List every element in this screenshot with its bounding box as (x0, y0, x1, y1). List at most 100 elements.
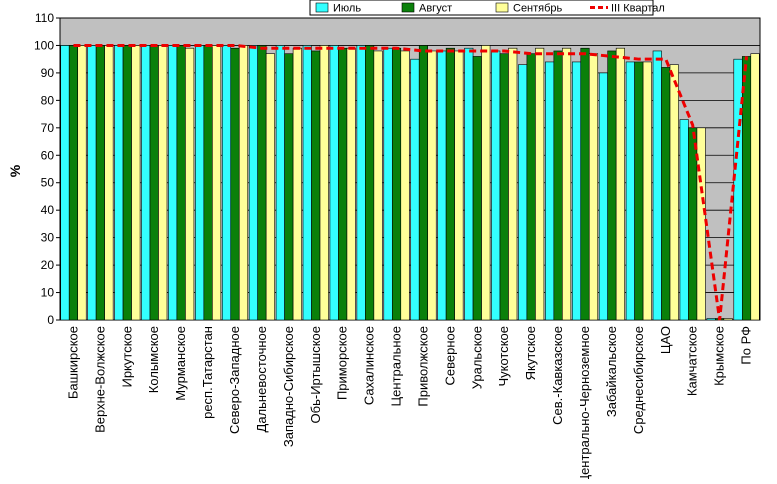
bar (104, 45, 114, 321)
y-tick-label: 70 (41, 121, 55, 135)
x-axis: Башкирское Верхне-Волжское Иркутское Колымс… (65, 326, 754, 484)
x-tick-label: Мурманское (173, 326, 188, 401)
x-tick-label: Среднесибирское (631, 326, 646, 434)
bar (149, 45, 159, 321)
bar (329, 45, 339, 321)
bar (195, 45, 205, 321)
bar (634, 61, 644, 321)
bar (176, 45, 186, 321)
x-tick-label: Колымское (146, 326, 161, 393)
bar (302, 45, 312, 321)
x-tick-label: Центральное (389, 326, 404, 406)
bar (238, 45, 249, 321)
legend-label: Сентябрь (513, 3, 563, 15)
bar (723, 318, 733, 321)
x-tick-label: Западно-Сибирское (281, 326, 296, 447)
bar (491, 50, 501, 321)
series-line (73, 43, 749, 321)
y-tick-label: 10 (41, 286, 55, 300)
bar (661, 67, 671, 321)
y-axis-label: % (7, 164, 23, 177)
bar (122, 45, 132, 321)
bar (669, 64, 679, 321)
x-tick-label: Забайкальское (604, 326, 619, 417)
bar (212, 45, 222, 321)
bar (365, 45, 375, 321)
bar (185, 47, 195, 321)
bar (168, 45, 178, 321)
bar (679, 119, 689, 321)
bar (741, 56, 752, 321)
x-tick-label: Чукотское (496, 326, 511, 387)
x-tick-label: ЦАО (658, 326, 673, 354)
bar (373, 50, 383, 321)
bar (311, 50, 321, 321)
bar (77, 45, 87, 321)
bar (535, 47, 545, 321)
bar (598, 72, 608, 321)
bar (95, 45, 105, 321)
y-tick-label: 30 (41, 231, 55, 245)
bar (275, 45, 285, 321)
x-tick-label: Обь-Иртышское (308, 326, 323, 423)
bar (141, 45, 151, 321)
x-tick-label: Якутское (523, 326, 538, 380)
bar (464, 47, 474, 321)
bar (580, 47, 590, 321)
bar (383, 47, 393, 321)
x-tick-label: Уральское (469, 326, 484, 389)
y-tick-label: 50 (41, 176, 55, 190)
y-tick-label: 110 (35, 11, 54, 25)
bar (203, 45, 213, 321)
bar (346, 47, 356, 321)
x-tick-label: Сев.-Кавказское (550, 326, 565, 425)
bar (410, 58, 420, 321)
y-tick-label: 0 (47, 313, 54, 327)
x-tick-label: Северное (442, 326, 457, 385)
bar (60, 45, 70, 321)
bar (472, 56, 482, 321)
x-tick-label: респ.Татарстан (200, 326, 215, 419)
bar (437, 50, 447, 321)
bar (230, 47, 240, 321)
bar (454, 50, 464, 321)
legend: Июль Август Сентябрь III Квартал (309, 0, 665, 16)
bar (391, 47, 402, 321)
bar (68, 45, 79, 321)
bar (526, 53, 536, 321)
x-tick-label: По РФ (739, 326, 754, 365)
x-tick-label: Иркутское (119, 326, 134, 388)
x-tick-label: Верхне-Волжское (92, 326, 107, 433)
bar (356, 45, 366, 321)
bar (257, 45, 267, 321)
bar (607, 50, 617, 321)
bar (615, 47, 625, 321)
bar (652, 50, 662, 321)
bar (248, 45, 258, 321)
quarter-line (73, 43, 749, 321)
bar (400, 50, 410, 321)
bar (87, 45, 97, 321)
bar (427, 50, 437, 321)
bar (445, 47, 455, 321)
y-axis: 0 10 20 30 40 50 60 70 80 90 100 110 (34, 11, 60, 327)
legend-label: Июль (333, 3, 361, 15)
bar (319, 45, 329, 321)
bar (265, 53, 275, 321)
bar (706, 318, 716, 321)
legend-swatch (315, 2, 329, 13)
bar (588, 53, 599, 321)
x-tick-label: Камчатское (685, 326, 700, 396)
legend-label: Август (419, 3, 452, 15)
x-tick-label: Крымское (712, 326, 727, 386)
bar (114, 45, 124, 321)
bar (750, 53, 760, 321)
bar (625, 61, 635, 321)
x-tick-label: Приволжское (415, 326, 430, 407)
bar (158, 45, 168, 321)
x-tick-label: Сахалинское (362, 326, 377, 405)
legend-swatch (401, 2, 415, 13)
legend-label: III Квартал (611, 3, 665, 15)
bar (292, 47, 302, 321)
